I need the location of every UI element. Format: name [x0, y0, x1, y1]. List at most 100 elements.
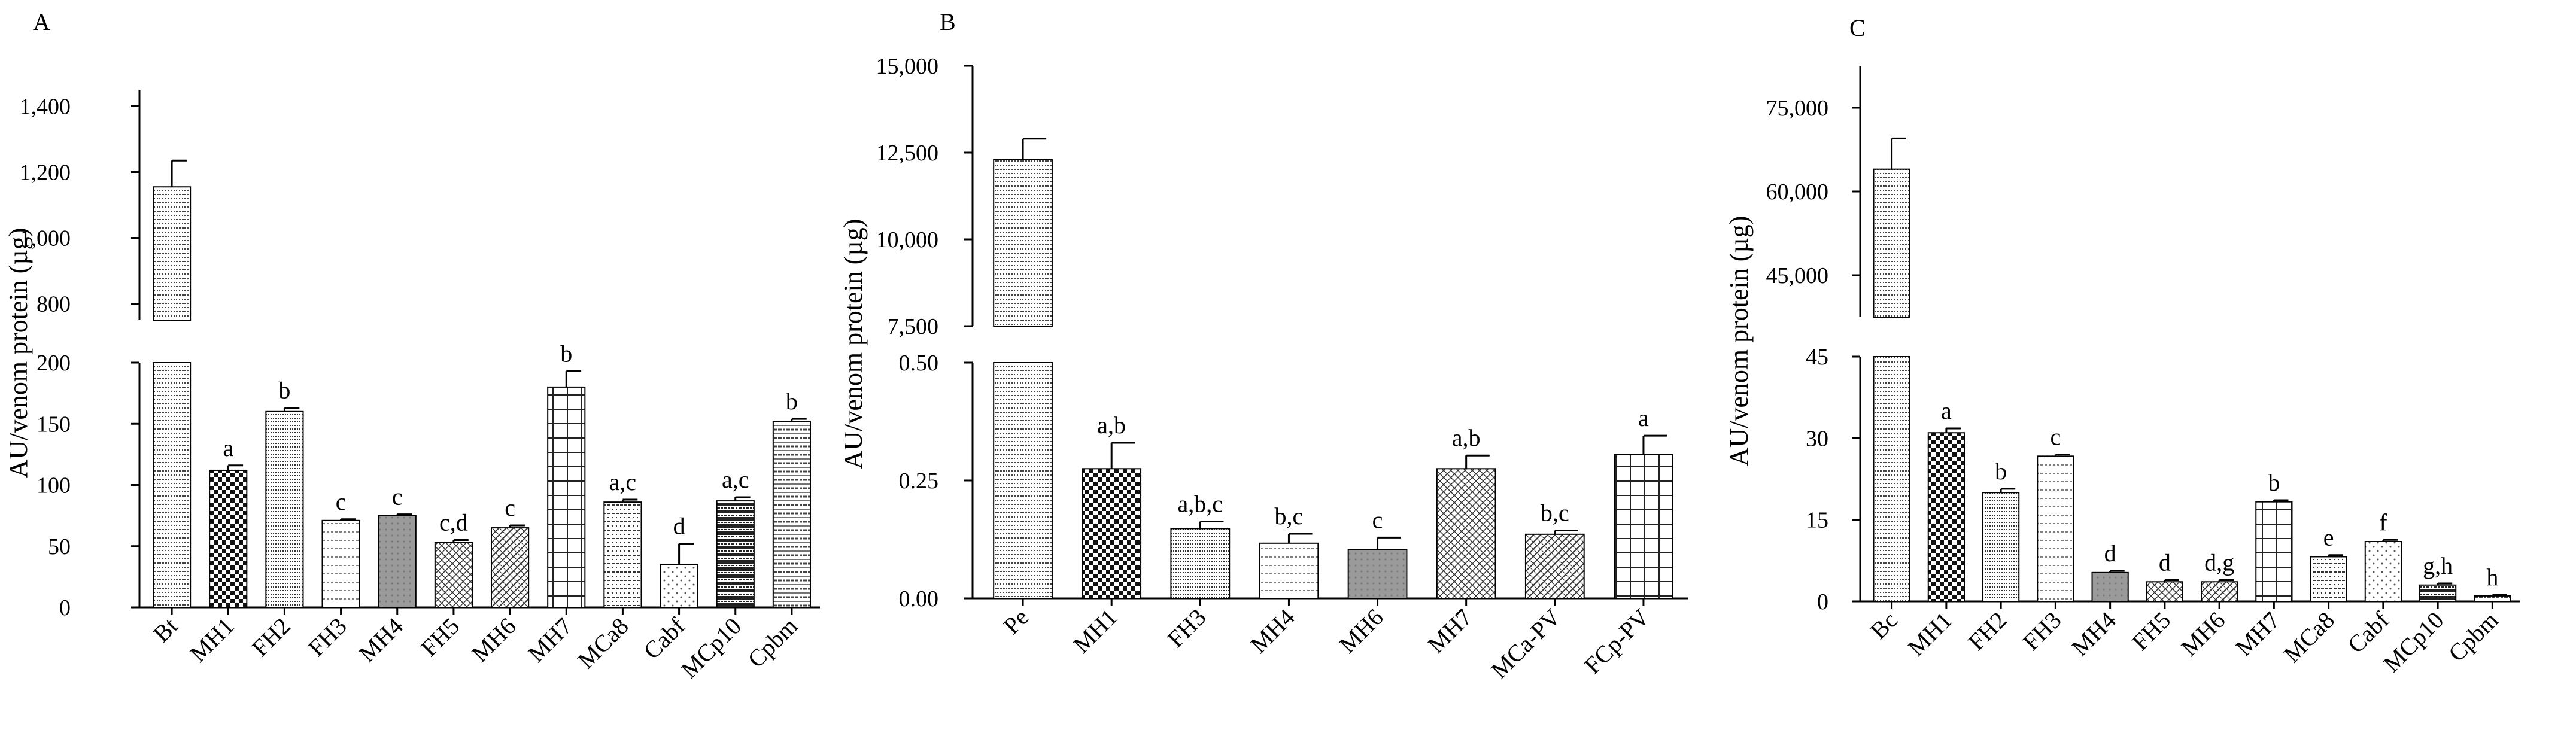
x-tick-label: Bc — [1865, 607, 1903, 644]
bar-mca-pv — [1524, 533, 1585, 599]
significance-letter: b — [786, 388, 798, 415]
significance-letter: e — [2323, 524, 2334, 551]
bar-mh4 — [378, 515, 417, 608]
x-tick-label: MH6 — [1333, 604, 1389, 659]
significance-letter: d — [2104, 540, 2116, 567]
y-tick-label: 0 — [1817, 589, 1828, 615]
y-axis-label: AU/venom protein (µg) — [1724, 216, 1754, 467]
bar-fh3 — [321, 519, 360, 608]
bar-pe-lower — [993, 362, 1053, 599]
significance-letter: c — [336, 488, 347, 515]
bar-cpbm — [2474, 595, 2511, 603]
y-tick-label: 10,000 — [876, 227, 939, 253]
x-tick-label: Cpbm — [742, 613, 803, 673]
chart-panel-b: B AU/venom protein (µg) 0.00 0.25 0.50 7,500 1… — [839, 8, 1688, 684]
bar-mh4 — [1259, 542, 1319, 600]
bar-mh6 — [491, 527, 530, 609]
y-tick-label: 30 — [1806, 426, 1828, 451]
bar-fh5 — [434, 542, 473, 608]
x-tick-label: MH7 — [523, 613, 578, 668]
x-tick-label: MH7 — [2230, 607, 2285, 662]
bar-mca8 — [603, 501, 642, 608]
bar-bc-lower — [1873, 356, 1910, 602]
y-tick-label: 50 — [48, 534, 71, 559]
significance-letter: a — [1941, 397, 1952, 424]
bar-bc — [1873, 168, 1910, 318]
x-tick-label: FCp-PV — [1579, 603, 1654, 679]
significance-letter: a,b — [1452, 424, 1481, 451]
y-tick-label: 0.25 — [899, 469, 939, 494]
y-tick-label: 0.00 — [899, 586, 939, 612]
panel-label: B — [940, 8, 956, 35]
y-axis-label: AU/venom protein (µg) — [4, 228, 33, 479]
bar-mh1 — [209, 469, 248, 609]
y-tick-label: 12,500 — [876, 141, 939, 166]
significance-letter: b,c — [1541, 500, 1569, 527]
bar-cabf — [660, 564, 698, 608]
x-tick-label: MH4 — [2066, 607, 2121, 662]
y-tick-label: 45 — [1806, 345, 1828, 370]
x-tick-label: MCp10 — [2378, 607, 2449, 677]
bar-cabf — [2364, 541, 2402, 602]
bar-fh2 — [265, 410, 304, 608]
y-tick-label: 60,000 — [1766, 180, 1829, 205]
panel-label: A — [33, 8, 50, 35]
bar-mh7 — [547, 386, 586, 609]
y-tick-label: 200 — [37, 351, 71, 376]
x-tick-label: FH3 — [2018, 607, 2067, 656]
y-tick-label: 45,000 — [1766, 263, 1829, 288]
significance-letter: b — [278, 377, 290, 404]
significance-letter: b — [560, 340, 572, 367]
x-tick-label: MCa-PV — [1486, 603, 1566, 683]
y-tick-label: 800 — [37, 292, 71, 317]
significance-letter: a,c — [609, 469, 637, 495]
x-tick-label: MH6 — [466, 613, 521, 668]
x-tick-label: MH1 — [184, 613, 239, 668]
x-tick-label: MH6 — [2176, 607, 2231, 662]
bar-mca8 — [2310, 556, 2347, 603]
x-tick-label: FH3 — [1162, 604, 1211, 653]
x-tick-label: MH7 — [1423, 604, 1478, 659]
significance-letter: d — [2159, 549, 2171, 576]
x-tick-label: MH4 — [1245, 604, 1300, 659]
bar-fh5 — [2146, 581, 2183, 603]
significance-letter: c — [392, 483, 403, 510]
bar-mh1 — [1082, 468, 1142, 599]
bar-bt — [153, 186, 192, 321]
significance-letter: b — [2268, 469, 2280, 496]
bar-cpbm — [772, 421, 811, 608]
x-tick-label: MH4 — [354, 613, 409, 668]
significance-letter: c — [505, 494, 515, 521]
significance-letter: a,b — [1097, 412, 1126, 439]
significance-letter: c — [1372, 506, 1383, 533]
bar-fh2 — [1982, 492, 2020, 602]
y-tick-label: 1,200 — [20, 160, 71, 185]
significance-letter: d,g — [2204, 549, 2234, 576]
bar-mcp10 — [716, 500, 755, 609]
significance-letter: d — [673, 513, 685, 540]
significance-letter: f — [2379, 509, 2387, 536]
significance-letter: b — [1995, 458, 2007, 485]
significance-letter: a,c — [722, 466, 749, 493]
bar-fh3 — [1170, 528, 1231, 599]
x-tick-label: FH2 — [1963, 607, 2012, 656]
bar-mh4 — [2091, 571, 2129, 603]
bar-fcp-pv — [1614, 454, 1673, 599]
significance-letter: g,h — [2423, 552, 2453, 579]
y-tick-label: 1,000 — [20, 226, 71, 251]
significance-letter: a — [223, 434, 233, 461]
bar-mh7 — [2255, 501, 2293, 602]
chart-panel-c: C AU/venom protein (µg) 0 15 30 45 45,000 60,00… — [1724, 14, 2520, 677]
x-tick-label: Bt — [148, 613, 183, 648]
significance-letter: c,d — [439, 509, 468, 536]
significance-letter: c — [2050, 424, 2061, 451]
x-tick-label: MCa8 — [2278, 607, 2340, 668]
x-tick-label: FH5 — [2127, 607, 2176, 656]
significance-letter: a,b,c — [1178, 491, 1223, 518]
x-tick-label: Pe — [998, 604, 1034, 640]
y-tick-label: 15,000 — [876, 54, 939, 79]
y-tick-label: 0.50 — [899, 351, 939, 376]
x-tick-label: MH1 — [1903, 607, 1958, 662]
x-tick-label: FH2 — [247, 613, 296, 662]
